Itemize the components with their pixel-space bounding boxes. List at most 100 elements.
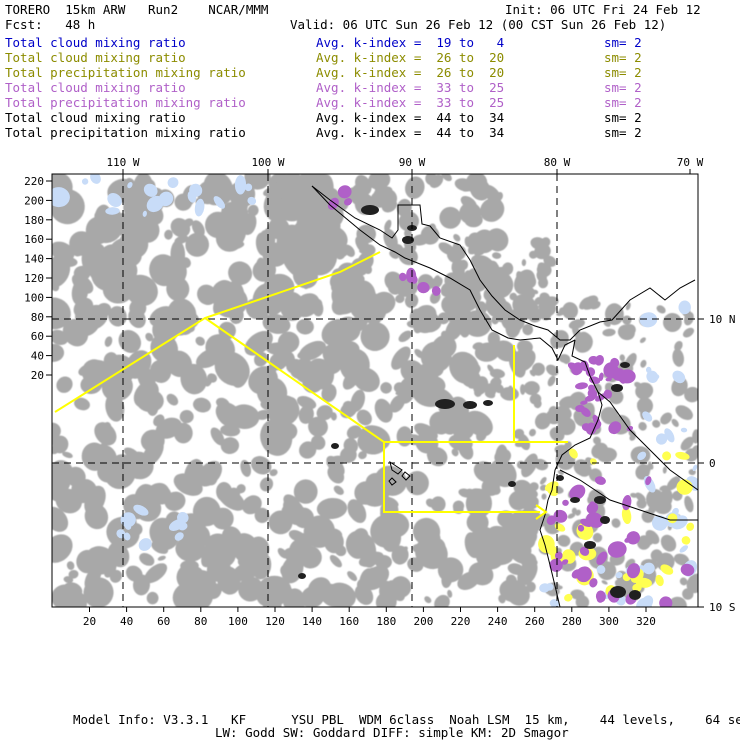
cloud-blob xyxy=(557,417,576,436)
cloud-blob xyxy=(189,183,203,197)
cloud-blob xyxy=(615,572,623,579)
cloud-blob xyxy=(322,344,344,366)
lat-label: 10 S xyxy=(709,601,736,614)
footer-physics-info: LW: Godd SW: Goddard DIFF: simple KM: 2D… xyxy=(215,725,569,740)
cloud-blob xyxy=(513,428,525,439)
cloud-blob xyxy=(218,321,236,340)
cloud-blob xyxy=(356,295,387,324)
cloud-blob xyxy=(427,446,448,467)
cloud-blob xyxy=(375,555,392,569)
cloud-blob xyxy=(594,476,606,485)
cloud-blob xyxy=(684,386,698,403)
cloud-blob xyxy=(680,563,695,576)
cloud-blob xyxy=(125,350,152,379)
cloud-blob xyxy=(180,560,199,572)
convection-core xyxy=(298,573,306,579)
cloud-blob xyxy=(231,241,245,249)
cloud-blob xyxy=(636,498,647,509)
cloud-blob xyxy=(405,471,429,496)
cloud-blob xyxy=(549,599,560,607)
cloud-blob xyxy=(235,539,245,549)
cloud-blob xyxy=(174,193,193,211)
cloud-blob xyxy=(354,584,374,605)
cloud-blob xyxy=(523,533,536,544)
cloud-blob xyxy=(84,503,109,530)
cloud-blob xyxy=(637,451,647,461)
cloud-blob xyxy=(588,376,601,385)
cloud-blob xyxy=(66,466,86,487)
cloud-blob xyxy=(395,294,405,304)
cloud-blob xyxy=(380,382,392,394)
cloud-blob xyxy=(205,376,213,387)
cloud-blob xyxy=(157,555,166,561)
cloud-blob xyxy=(185,232,210,257)
cloud-blob xyxy=(671,321,681,331)
cloud-blob xyxy=(556,310,566,316)
cloud-blob xyxy=(529,369,536,377)
cloud-blob xyxy=(179,409,194,424)
cloud-blob xyxy=(375,591,397,607)
cloud-blob xyxy=(589,501,596,507)
cloud-blob xyxy=(329,555,342,568)
cloud-blob xyxy=(316,405,333,421)
cloud-blob xyxy=(167,298,197,330)
cloud-blob xyxy=(639,312,658,328)
legend-sm: sm= 2 xyxy=(604,95,642,110)
forecast-hour: Fcst: 48 h xyxy=(5,17,96,32)
cloud-blob xyxy=(80,304,108,330)
cloud-blob xyxy=(624,324,636,336)
cloud-blob xyxy=(591,442,609,459)
cloud-blob xyxy=(342,369,360,390)
cloud-blob xyxy=(173,422,193,444)
cloud-blob xyxy=(441,174,452,182)
cloud-blob xyxy=(625,302,631,311)
cloud-blob xyxy=(256,257,269,281)
convection-core xyxy=(611,384,623,392)
cloud-blob xyxy=(133,504,149,516)
cloud-blob xyxy=(140,429,165,453)
cloud-blob xyxy=(462,299,469,305)
cloud-blob xyxy=(636,597,650,607)
cloud-blob xyxy=(524,561,537,575)
legend-sm: sm= 2 xyxy=(604,65,642,80)
cloud-blob xyxy=(164,229,173,240)
cloud-blob xyxy=(63,582,83,598)
cloud-blob xyxy=(142,210,147,217)
cloud-blob xyxy=(81,178,89,185)
cloud-blob xyxy=(577,524,585,532)
cloud-blob xyxy=(516,340,533,354)
cloud-blob xyxy=(215,402,243,428)
cloud-blob xyxy=(431,286,441,296)
cloud-blob xyxy=(194,198,205,217)
legend-field: Total cloud mixing ratio xyxy=(5,110,186,125)
lat-lon-grid xyxy=(52,174,698,607)
cloud-blob xyxy=(575,404,585,413)
cloud-blob xyxy=(642,411,653,422)
cloud-blob xyxy=(326,455,346,467)
cloud-blob xyxy=(405,176,425,199)
cloud-blob xyxy=(430,276,443,290)
cloud-blob xyxy=(146,396,159,416)
legend-field: Total cloud mixing ratio xyxy=(5,50,186,65)
cloud-blob xyxy=(655,433,668,445)
x-tick-label: 240 xyxy=(488,615,508,628)
convection-core xyxy=(620,362,630,368)
cloud-blob xyxy=(672,370,686,384)
cloud-blob xyxy=(424,596,432,604)
cloud-blob xyxy=(182,218,194,228)
cloud-blob xyxy=(299,441,317,459)
cloud-blob xyxy=(692,464,698,472)
cloud-blob xyxy=(521,453,538,478)
cloud-blob xyxy=(81,359,107,385)
cloud-blob xyxy=(505,314,522,339)
cloud-blob xyxy=(671,418,679,427)
legend-sm: sm= 2 xyxy=(604,35,642,50)
cloud-blob xyxy=(197,460,223,487)
coastlines xyxy=(311,185,698,607)
cloud-blob xyxy=(460,196,477,210)
cloud-blob xyxy=(356,409,372,426)
cloud-blob xyxy=(268,510,293,535)
cloud-blob xyxy=(680,427,688,433)
cloud-blob xyxy=(454,178,475,192)
cloud-blob xyxy=(234,175,247,195)
